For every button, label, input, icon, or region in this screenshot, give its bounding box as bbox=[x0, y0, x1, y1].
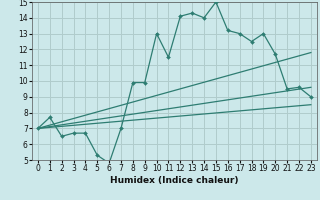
X-axis label: Humidex (Indice chaleur): Humidex (Indice chaleur) bbox=[110, 176, 239, 185]
